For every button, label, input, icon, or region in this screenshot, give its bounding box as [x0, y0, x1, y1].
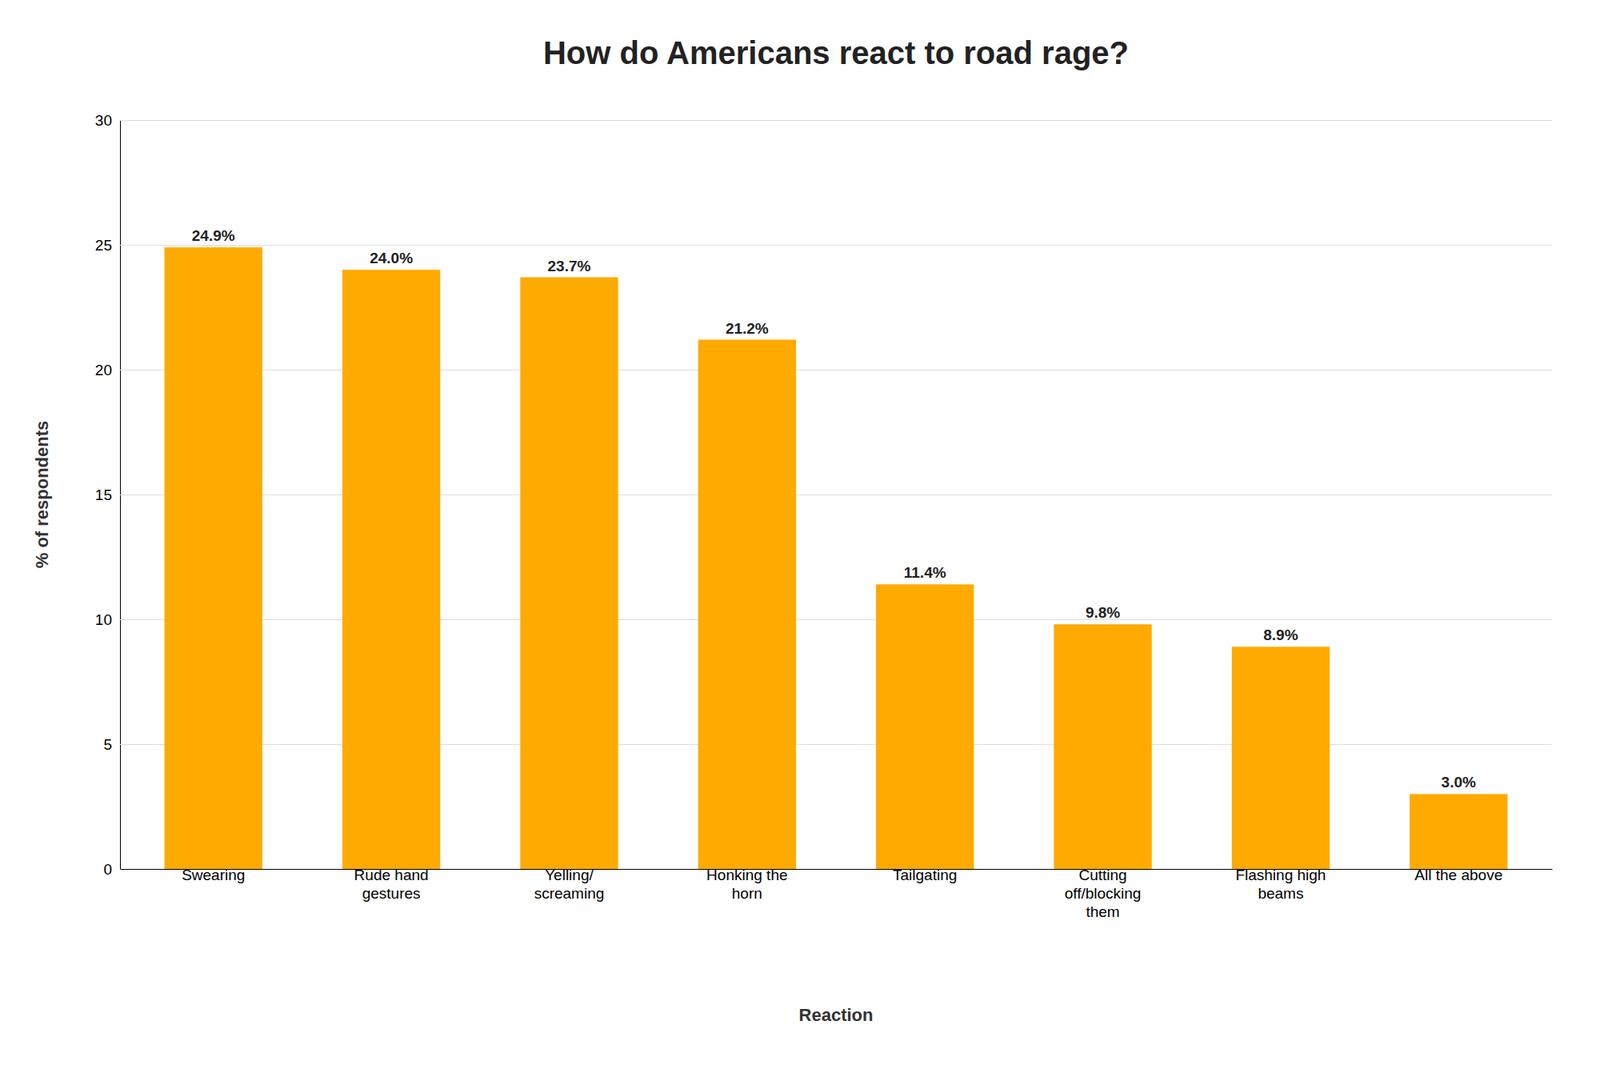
x-tick: Honking thehorn	[706, 866, 788, 902]
x-tick-label-line: gestures	[362, 884, 421, 902]
data-label: 3.0%	[1441, 773, 1476, 791]
title: How do Americans react to road rage?	[543, 35, 1129, 71]
x-tick-label: Honking thehorn	[706, 866, 788, 902]
x-tick: Tailgating	[892, 866, 957, 884]
y-tick-label: 15	[95, 486, 112, 504]
x-tick-label: Tailgating	[892, 866, 957, 884]
x-tick-label-line: Honking the	[706, 866, 788, 884]
bar	[520, 277, 618, 869]
x-tick-label: Flashing highbeams	[1235, 866, 1326, 902]
y-tick: 10	[95, 611, 1552, 628]
grid-line	[120, 494, 1552, 496]
x-tick-label: Cuttingoff/blockingthem	[1064, 866, 1142, 920]
x-tick-label-line: beams	[1257, 884, 1304, 902]
x-tick-label-line: screaming	[534, 884, 605, 902]
bar	[1409, 793, 1508, 869]
y-tick-label: 5	[103, 736, 112, 753]
grid-line	[120, 744, 1552, 745]
grid-line	[120, 868, 1552, 870]
data-label: 24.0%	[369, 249, 413, 267]
bar	[164, 247, 263, 869]
data-label: 9.8%	[1085, 604, 1120, 621]
x-tick-label: Rude handgestures	[354, 866, 429, 902]
x-tick-label-line: Cutting	[1078, 866, 1127, 884]
chart: 0 5 10 15 20 25 30 Swearing Rude handgestures Yel…	[0, 0, 1600, 1069]
bar	[1053, 624, 1152, 869]
y-tick-label: 25	[95, 236, 112, 254]
data-label: 11.4%	[904, 564, 947, 581]
x-tick-label-line: Rude hand	[354, 866, 429, 884]
data-label: 24.9%	[192, 227, 236, 244]
x-tick: Rude handgestures	[354, 866, 429, 902]
y-tick-label: 10	[95, 611, 112, 628]
x-tick: Cuttingoff/blockingthem	[1064, 866, 1142, 920]
bars	[164, 247, 1508, 869]
grid-line	[120, 369, 1552, 371]
data-label: 21.2%	[725, 320, 769, 337]
x-tick-label-line: horn	[732, 884, 763, 902]
x-tick: Swearing	[181, 866, 245, 884]
x-tick-label-line: off/blocking	[1064, 884, 1142, 902]
grid-line	[120, 619, 1552, 620]
bar	[342, 269, 440, 869]
x-axis: Swearing Rude handgestures Yelling/screami…	[120, 866, 1553, 920]
bar	[1232, 646, 1330, 869]
y-tick: 0	[103, 860, 1552, 878]
plot-area: 0 5 10 15 20 25 30 Swearing Rude handgestures Yel…	[95, 112, 1553, 920]
y-tick-label: 30	[95, 112, 112, 129]
x-tick-label-line: Tailgating	[892, 866, 957, 884]
x-tick-label: Yelling/screaming	[534, 866, 605, 902]
x-axis-title: Reaction	[799, 1004, 874, 1025]
x-tick: All the above	[1414, 866, 1503, 884]
x-tick-label: All the above	[1414, 866, 1503, 884]
x-tick-label-line: Swearing	[181, 866, 245, 884]
data-labels: 24.9% 24.0% 23.7% 21.2% 11.4% 9.8% 8.9% 3.0%	[192, 227, 1476, 791]
x-tick-label-line: Yelling/	[544, 866, 594, 884]
bar	[876, 584, 974, 869]
data-label: 23.7%	[548, 257, 592, 275]
y-tick: 20	[95, 361, 1552, 379]
x-tick-label-line: Flashing high	[1235, 866, 1326, 884]
y-tick: 30	[95, 112, 1552, 129]
x-tick-label-line: them	[1085, 903, 1120, 920]
x-tick-label: Swearing	[181, 866, 245, 884]
y-axis-line	[120, 120, 1553, 870]
y-tick: 25	[95, 236, 1552, 254]
x-tick: Yelling/screaming	[534, 866, 605, 902]
data-label: 8.9%	[1263, 626, 1298, 644]
x-axis-line	[120, 868, 1553, 870]
grid-line	[120, 244, 1552, 246]
y-axis-title: % of respondents	[32, 420, 52, 569]
bar	[698, 340, 796, 869]
x-tick: Flashing highbeams	[1235, 866, 1326, 902]
y-tick: 15	[95, 486, 1552, 504]
grid-line	[120, 120, 1552, 121]
y-tick-label: 0	[103, 860, 112, 878]
y-tick-label: 20	[95, 361, 112, 379]
y-tick: 5	[103, 736, 1552, 753]
x-tick-label-line: All the above	[1414, 866, 1503, 884]
y-axis: 0 5 10 15 20 25 30	[95, 112, 1552, 878]
